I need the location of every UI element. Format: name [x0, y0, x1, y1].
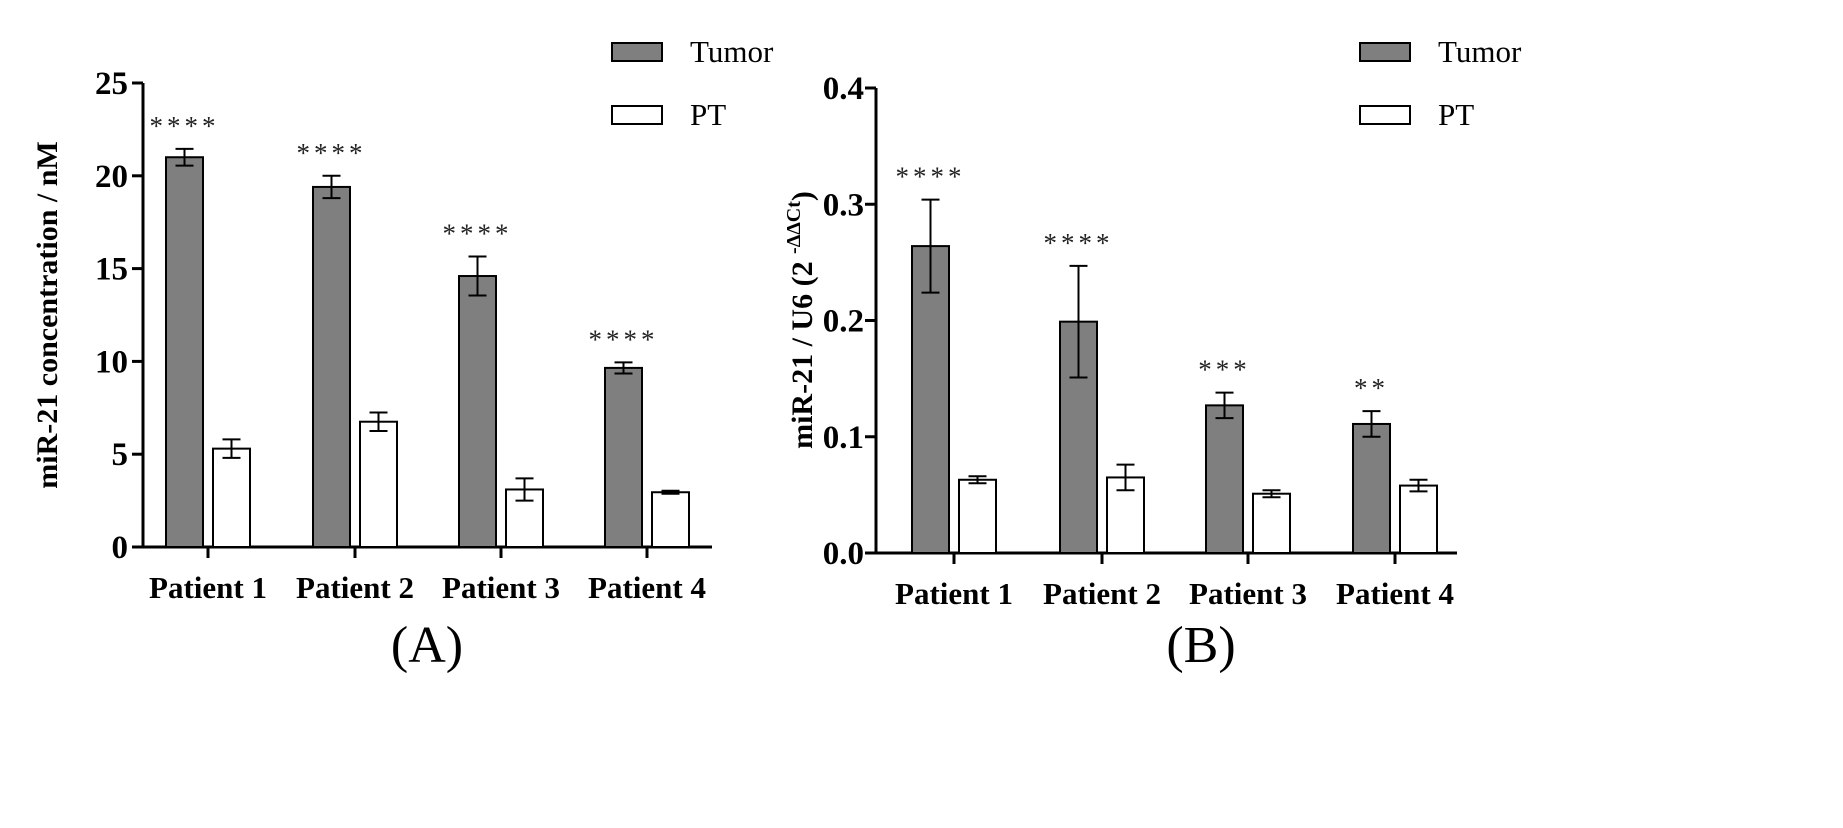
y-tick-label: 0.0 [823, 536, 864, 572]
x-category-label: Patient 4 [588, 570, 706, 605]
tumor-bar [604, 366, 643, 548]
tumor-bar [458, 275, 497, 548]
y-tick-label: 0.2 [823, 304, 864, 340]
panel-label: (B) [1166, 617, 1235, 674]
significance-label: ** [1354, 373, 1389, 403]
x-category-label: Patient 4 [1336, 576, 1454, 611]
x-category-label: Patient 1 [149, 570, 267, 605]
x-category-label: Patient 1 [895, 576, 1013, 611]
significance-label: **** [589, 324, 659, 354]
pt-bar [1399, 484, 1438, 555]
x-category-label: Patient 2 [296, 570, 414, 605]
legend-swatch-tumor [611, 42, 663, 62]
significance-label: **** [1044, 228, 1114, 258]
legend-label: Tumor [1438, 34, 1522, 69]
significance-label: **** [150, 111, 220, 141]
y-tick-label: 10 [95, 344, 128, 380]
y-axis-label-close: ) [786, 191, 819, 201]
y-tick-label: 15 [95, 252, 128, 288]
chart-panel-a: 0 5 10 15 20 25 miR-21 concentration / nM Patie… [31, 34, 774, 674]
significance-label: **** [297, 138, 367, 168]
legend-swatch-tumor [1359, 42, 1411, 62]
y-tick-label: 20 [95, 159, 128, 195]
x-category-label: Patient 3 [442, 570, 560, 605]
legend-label: PT [690, 97, 726, 132]
y-tick-label: 0 [112, 530, 129, 566]
pt-bar [958, 478, 997, 555]
pt-bar [359, 420, 398, 548]
panel-label: (A) [391, 617, 463, 674]
y-axis-label: miR-21 / U6 (2 -ΔΔCt) [783, 191, 819, 449]
legend-swatch-pt [1359, 105, 1411, 125]
y-tick-label: 0.1 [823, 420, 864, 456]
y-tick-label: 25 [95, 66, 128, 102]
chart-panel-b: 0.0 0.1 0.2 0.3 0.4 miR-21 / U6 (2 -ΔΔCt) Pati… [783, 34, 1522, 674]
y-axis-label-main: miR-21 / U6 (2 [786, 254, 819, 449]
tumor-bar [1352, 422, 1391, 554]
tumor-bar [165, 156, 204, 549]
x-category-label: Patient 2 [1043, 576, 1161, 611]
pt-bar [212, 447, 251, 548]
legend-swatch-pt [611, 105, 663, 125]
legend-label: Tumor [690, 34, 774, 69]
pt-bar [651, 491, 690, 548]
y-axis-label-superscript: -ΔΔCt [783, 201, 805, 254]
y-axis-label: miR-21 concentration / nM [31, 141, 64, 488]
y-tick-label: 0.3 [823, 187, 864, 223]
significance-label: **** [443, 219, 513, 249]
y-tick-label: 0.4 [823, 71, 864, 107]
legend-label: PT [1438, 97, 1474, 132]
significance-label: **** [896, 162, 966, 192]
y-tick-label: 5 [112, 437, 129, 473]
tumor-bar [312, 185, 351, 548]
pt-bar [1252, 492, 1291, 554]
x-category-label: Patient 3 [1189, 576, 1307, 611]
significance-label: *** [1198, 355, 1251, 385]
tumor-bar [1205, 404, 1244, 554]
